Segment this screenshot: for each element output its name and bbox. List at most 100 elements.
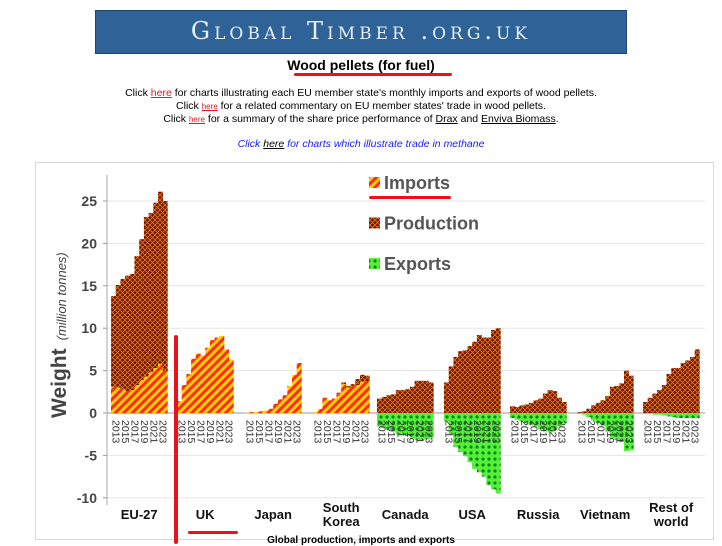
bar-imports	[210, 340, 215, 413]
category-label: Vietnam	[580, 507, 630, 522]
year-tick-label: 2023	[223, 420, 235, 444]
bar-production	[351, 384, 356, 386]
bar-exports	[111, 413, 116, 414]
bar-production	[410, 387, 415, 413]
year-tick-label: 2023	[359, 420, 371, 444]
bar-imports	[278, 399, 283, 413]
year-tick-label: 2023	[623, 420, 635, 444]
year-tick-label: 2023	[291, 420, 303, 444]
bar-exports	[586, 413, 591, 417]
bar-production	[355, 379, 360, 385]
bar-imports	[327, 400, 332, 413]
y-tick-label: 25	[81, 193, 97, 209]
bar-production	[510, 406, 515, 413]
chart-caption: Global production, imports and exports	[0, 535, 722, 546]
bar-imports	[219, 336, 224, 413]
bar-production	[401, 390, 406, 413]
bar-exports	[125, 413, 130, 414]
bar-production	[548, 390, 553, 413]
bar-exports	[120, 413, 125, 414]
bar-exports	[144, 413, 149, 414]
bar-imports	[139, 380, 144, 413]
bar-production	[135, 256, 140, 385]
bar-production	[429, 382, 434, 413]
bar-production	[695, 349, 700, 413]
bar-exports	[657, 413, 662, 415]
bar-imports	[191, 359, 196, 413]
bar-production	[139, 239, 144, 380]
bar-production	[477, 335, 482, 413]
category-label-line: world	[653, 514, 689, 529]
bar-production	[120, 279, 125, 389]
bar-production	[111, 296, 116, 387]
bar-imports	[297, 363, 302, 413]
bar-production	[652, 393, 657, 413]
bar-production	[491, 330, 496, 413]
bar-production	[158, 192, 163, 364]
y-tick-label: 20	[81, 235, 97, 251]
bar-imports	[269, 409, 274, 413]
year-tick-label: 2023	[556, 420, 568, 444]
bar-production	[391, 394, 396, 413]
bar-production	[453, 357, 458, 413]
bar-production	[360, 375, 365, 382]
bar-exports	[681, 413, 686, 418]
legend-swatch-imports	[369, 177, 380, 188]
bar-exports	[690, 413, 695, 418]
bar-imports	[351, 386, 356, 413]
bar-production	[496, 328, 501, 413]
bar-production	[405, 389, 410, 413]
legend-swatch-production	[369, 218, 380, 229]
year-tick-label: 2023	[423, 420, 435, 444]
category-label-line: Canada	[382, 507, 430, 522]
bar-production	[552, 391, 557, 413]
bar-production	[125, 276, 130, 391]
bar-imports	[250, 412, 255, 413]
bar-imports	[163, 371, 168, 413]
bar-production	[377, 399, 382, 413]
bar-production	[586, 409, 591, 413]
y-tick-label: 0	[89, 405, 97, 421]
y-axis-title: Weight	[48, 348, 71, 418]
legend-label-exports: Exports	[384, 254, 451, 274]
legend-label-production: Production	[384, 214, 479, 234]
bar-production	[671, 368, 676, 413]
bar-imports	[259, 411, 264, 413]
category-label: EU-27	[121, 507, 158, 522]
bar-production	[458, 351, 463, 413]
category-label-line: UK	[196, 507, 215, 522]
category-label-line: South	[323, 500, 360, 515]
bar-production	[419, 381, 424, 413]
bar-imports	[292, 375, 297, 413]
category-label-line: Russia	[517, 507, 560, 522]
bar-production	[648, 398, 653, 413]
legend-label-imports: Imports	[384, 173, 450, 193]
bar-imports	[125, 391, 130, 413]
y-tick-label: 10	[81, 320, 97, 336]
legend-swatch-exports	[369, 258, 380, 269]
bar-production	[538, 399, 543, 413]
bar-imports	[135, 385, 140, 413]
bar-imports	[229, 360, 234, 413]
bar-production	[629, 376, 634, 413]
bar-production	[472, 342, 477, 413]
annotation-underline-uk	[188, 531, 238, 534]
category-label-line: Japan	[254, 507, 292, 522]
bar-imports	[186, 374, 191, 413]
bar-production	[382, 397, 387, 413]
bar-imports	[111, 387, 116, 413]
y-tick-label: 15	[81, 278, 97, 294]
category-label: Russia	[517, 507, 560, 522]
bar-production	[624, 371, 629, 413]
bar-production	[681, 363, 686, 413]
bar-exports	[582, 413, 587, 415]
bar-imports	[355, 385, 360, 413]
bar-production	[615, 386, 620, 413]
bar-exports	[648, 413, 653, 414]
bar-exports	[153, 413, 158, 414]
bar-imports	[322, 398, 327, 413]
bar-imports	[341, 384, 346, 413]
bar-production	[144, 217, 149, 376]
